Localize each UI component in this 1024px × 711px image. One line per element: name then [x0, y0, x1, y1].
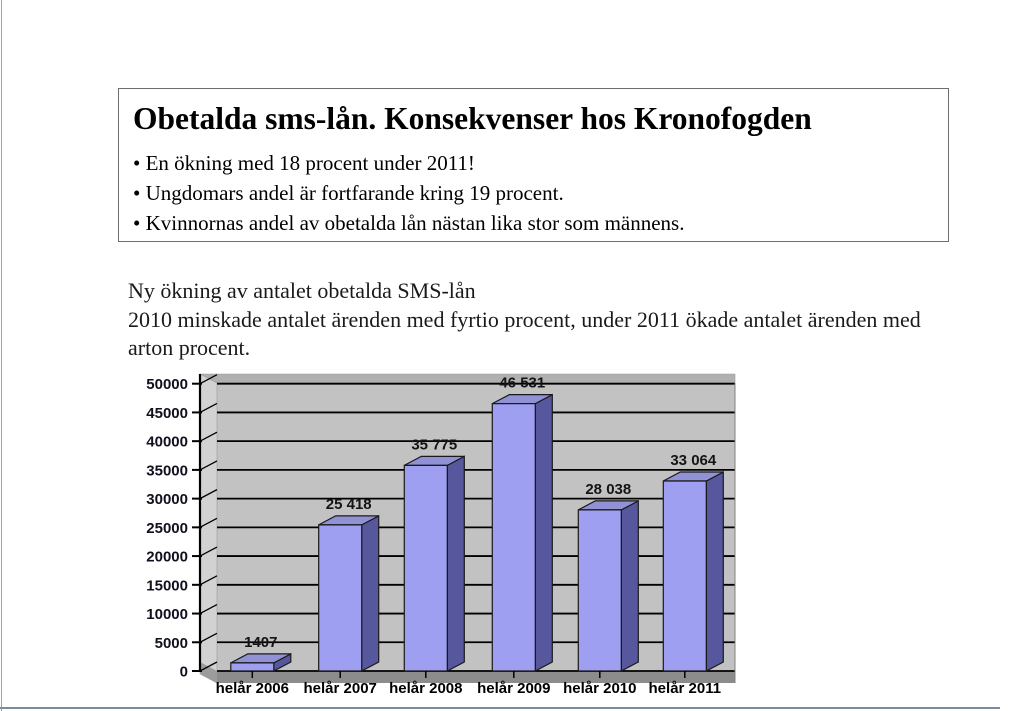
svg-text:10000: 10000 — [146, 606, 188, 623]
svg-text:30000: 30000 — [146, 491, 188, 508]
svg-text:0: 0 — [180, 664, 188, 681]
svg-text:45000: 45000 — [146, 405, 188, 422]
svg-text:helår 2006: helår 2006 — [216, 680, 289, 697]
svg-text:20000: 20000 — [146, 549, 188, 566]
svg-text:46 531: 46 531 — [499, 375, 545, 392]
svg-text:helår 2010: helår 2010 — [563, 680, 636, 697]
svg-text:28 038: 28 038 — [585, 481, 631, 498]
svg-text:25000: 25000 — [146, 520, 188, 537]
svg-text:33 064: 33 064 — [670, 452, 717, 469]
svg-text:helår 2009: helår 2009 — [477, 680, 550, 697]
svg-text:helår 2011: helår 2011 — [649, 680, 722, 697]
svg-text:1407: 1407 — [244, 634, 277, 651]
svg-text:5000: 5000 — [155, 635, 188, 652]
svg-text:25 418: 25 418 — [326, 496, 372, 513]
svg-text:helår 2007: helår 2007 — [304, 680, 377, 697]
svg-text:50000: 50000 — [146, 376, 188, 393]
svg-text:helår 2008: helår 2008 — [389, 680, 462, 697]
svg-text:35 775: 35 775 — [411, 436, 457, 453]
svg-text:40000: 40000 — [146, 434, 188, 451]
svg-text:35000: 35000 — [146, 462, 188, 479]
svg-text:15000: 15000 — [146, 577, 188, 594]
